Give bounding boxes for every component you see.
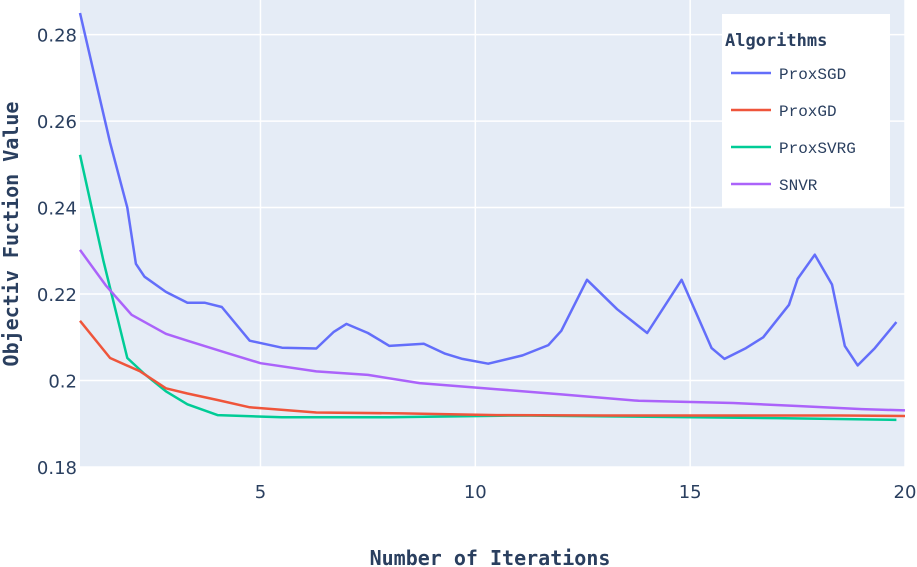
y-axis-title: Objectiv Fuction Value: [0, 102, 23, 367]
x-tick-label: 5: [255, 482, 266, 503]
legend-item-snvr[interactable]: SNVR: [731, 177, 818, 195]
legend-item-proxsvrg[interactable]: ProxSVRG: [731, 140, 856, 158]
series-lines: [78, 12, 906, 422]
series-line-proxsvrg: [78, 154, 897, 422]
x-tick-label: 15: [679, 482, 702, 503]
series-line-snvr: [78, 249, 906, 412]
y-tick-label: 0.22: [37, 285, 77, 306]
x-tick-label: 20: [894, 482, 917, 503]
y-tick-label: 0.26: [37, 112, 77, 133]
x-tick-label: 10: [464, 482, 487, 503]
legend-label: ProxSVRG: [779, 140, 856, 158]
y-tick-label: 0.28: [37, 26, 77, 47]
legend[interactable]: Algorithms ProxSGD ProxGD ProxSVRG SNVR: [722, 14, 890, 207]
legend-label: SNVR: [779, 177, 818, 195]
legend-label: ProxGD: [779, 103, 837, 121]
series-line-proxgd: [79, 320, 906, 418]
legend-item-proxsgd[interactable]: ProxSGD: [731, 66, 846, 84]
tick-labels: 5 10 15 20 0.18 0.2 0.22 0.24 0.26 0.28: [37, 26, 917, 503]
y-tick-label: 0.2: [48, 372, 77, 393]
series-line-proxsgd: [78, 12, 898, 367]
legend-label: ProxSGD: [779, 66, 846, 84]
x-axis-title: Number of Iterations: [370, 546, 611, 567]
y-tick-label: 0.18: [37, 458, 77, 479]
legend-item-proxgd[interactable]: ProxGD: [731, 103, 837, 121]
legend-title: Algorithms: [725, 31, 827, 51]
y-tick-label: 0.24: [37, 199, 77, 220]
